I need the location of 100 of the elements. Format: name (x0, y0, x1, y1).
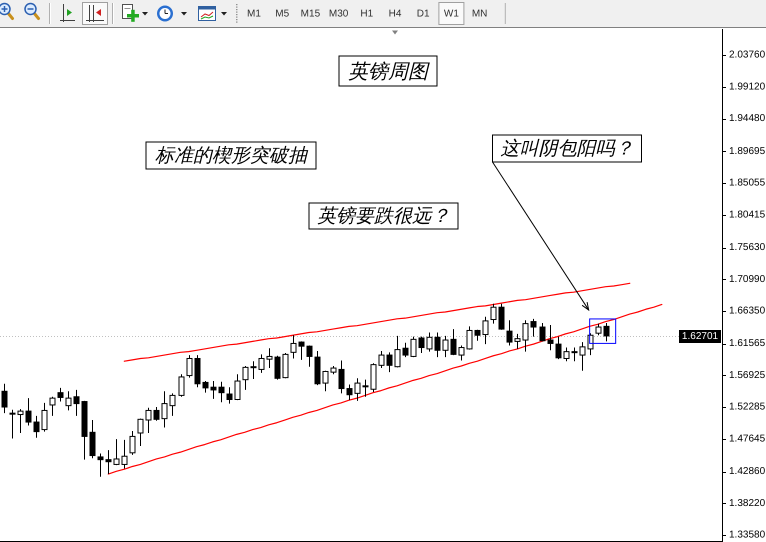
candlestick (362, 379, 368, 398)
candlestick (548, 324, 554, 351)
candlestick (346, 384, 352, 401)
candlestick (306, 344, 312, 368)
line-series (108, 304, 662, 475)
candlestick (506, 320, 512, 346)
text: H4 (388, 8, 402, 20)
y-tick-label: 1.99120 (729, 81, 766, 92)
text: M15 (300, 8, 321, 20)
candlestick (426, 332, 432, 352)
candlestick (290, 334, 296, 359)
candlestick (154, 406, 160, 422)
line-series (124, 282, 630, 362)
y-tick-label: 1.66350 (729, 305, 766, 316)
candlestick (218, 381, 224, 403)
y-tick-label: 1.89695 (729, 146, 766, 157)
y-tick-label: 1.85055 (729, 178, 766, 189)
annotation: 标准的楔形突破抽 (155, 144, 309, 166)
candlestick (322, 370, 328, 392)
candlestick (26, 398, 32, 426)
text: M5 (275, 8, 290, 20)
candlestick (186, 354, 192, 378)
candlestick (530, 318, 536, 338)
y-tick-label: 1.52285 (729, 402, 766, 413)
y-tick-label: 2.03760 (729, 50, 766, 61)
candlestick (42, 402, 48, 432)
candlestick (226, 386, 232, 404)
candlestick (130, 430, 136, 456)
y-tick-label: 1.61565 (729, 338, 766, 350)
candlestick (178, 374, 184, 398)
candlestick (434, 332, 440, 358)
y-tick-label: 1.38220 (729, 498, 766, 509)
candlestick (170, 392, 176, 416)
candlestick (580, 342, 586, 372)
y-tick-label: 1.42860 (729, 466, 766, 478)
candlestick (298, 340, 304, 360)
candlestick (90, 420, 96, 459)
candlestick (266, 348, 272, 369)
candlestick (250, 360, 256, 380)
candlestick (242, 366, 248, 390)
text: W1 (444, 8, 460, 20)
y-tick-label: 1.80415 (729, 209, 766, 220)
candlestick (482, 316, 488, 345)
text: M30 (328, 8, 349, 20)
text: M1 (247, 8, 262, 20)
candlestick (138, 418, 144, 446)
text: 英镑周图 (348, 59, 430, 83)
candlestick (338, 360, 344, 394)
y-tick-label: 1.47645 (729, 433, 766, 444)
candlestick (66, 390, 72, 411)
candlestick (394, 335, 400, 368)
candlestick (210, 380, 216, 400)
candlestick (490, 303, 496, 324)
candlestick (410, 336, 416, 358)
candlestick (604, 322, 610, 342)
annotation: 这叫阴包阳吗？ (500, 138, 634, 160)
candlestick (572, 347, 578, 362)
candlestick (34, 415, 40, 438)
ref-line-label: 1.62701 (682, 331, 719, 342)
text: MN (472, 8, 488, 20)
candlestick (556, 336, 562, 360)
candlestick (258, 354, 264, 374)
candlestick (386, 352, 392, 373)
candlestick (466, 326, 472, 350)
candlestick (2, 383, 8, 414)
candlestick (418, 336, 424, 354)
candlestick (274, 355, 280, 380)
y-tick-label: 1.56925 (729, 370, 766, 381)
candlestick (564, 347, 570, 362)
candlestick (202, 380, 208, 394)
candlestick (50, 396, 56, 416)
candlestick (10, 409, 16, 439)
candlestick (498, 303, 504, 330)
candlestick (458, 344, 464, 362)
candlestick (18, 408, 24, 434)
y-tick-label: 1.70990 (729, 274, 766, 285)
candlestick (106, 450, 112, 475)
candlestick (58, 387, 64, 402)
candlestick (354, 378, 360, 402)
y-tick-label: 1.75630 (729, 242, 766, 254)
candlestick (74, 389, 80, 416)
candlestick (450, 328, 456, 356)
candlestick (146, 407, 152, 434)
candlestick (522, 320, 528, 352)
text: H1 (360, 8, 374, 20)
candlestick (234, 374, 240, 401)
candlestick (514, 333, 520, 350)
candlestick (378, 350, 384, 369)
candlestick (442, 335, 448, 358)
y-tick-label: 1.94480 (729, 113, 766, 124)
candlestick (282, 352, 288, 379)
candlestick (114, 438, 120, 466)
candlestick (162, 390, 168, 428)
candlestick (540, 322, 546, 342)
candlestick (402, 342, 408, 358)
candlestick (596, 323, 602, 336)
candlestick (98, 453, 104, 478)
text: D1 (416, 8, 430, 20)
y-tick-label: 1.33580 (729, 529, 766, 540)
candlestick (122, 439, 128, 470)
